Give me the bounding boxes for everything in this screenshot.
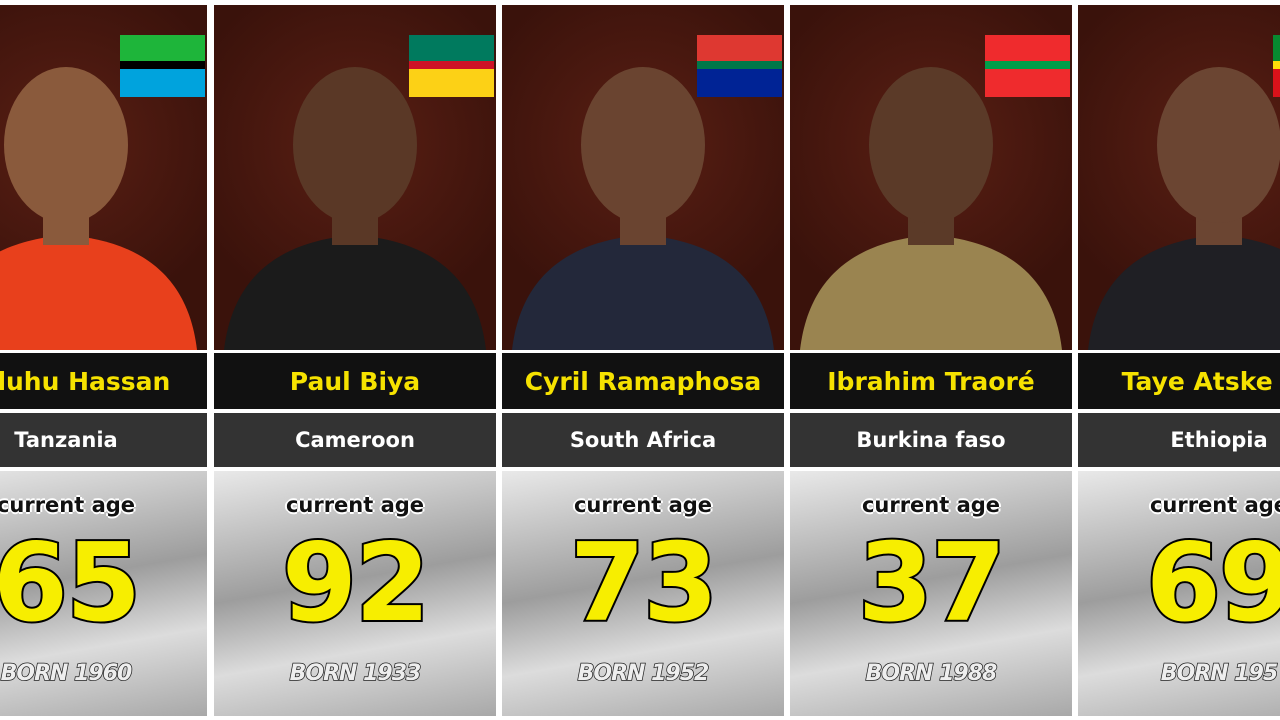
leader-name: Suluhu Hassan — [0, 366, 171, 396]
portrait — [790, 5, 1072, 350]
born-year: BORN 1933 — [289, 660, 422, 687]
portrait — [0, 5, 207, 350]
age-box: current age 69 BORN 195 — [1078, 471, 1280, 716]
age-box: current age 65 BORN 1960 — [0, 471, 207, 716]
portrait-art — [512, 35, 782, 350]
leader-name: Cyril Ramaphosa — [524, 366, 762, 396]
portrait-art — [800, 35, 1070, 350]
age-value: 92 — [280, 519, 432, 648]
born-year: BORN 1952 — [577, 660, 710, 687]
age-label: current age — [861, 493, 1001, 517]
age-value: 37 — [856, 519, 1008, 648]
country-bar: South Africa — [502, 413, 784, 467]
name-bar: Cyril Ramaphosa — [502, 353, 784, 409]
leader-card: Ibrahim Traoré Burkina faso current age 37 B… — [790, 5, 1072, 716]
country-bar: Ethiopia — [1078, 413, 1280, 467]
country-bar: Cameroon — [214, 413, 496, 467]
age-value: 73 — [568, 519, 720, 648]
age-label: current age — [0, 493, 136, 517]
country-name: Ethiopia — [1170, 428, 1268, 452]
age-label: current age — [573, 493, 713, 517]
born-year: BORN 1988 — [865, 660, 998, 687]
country-name: Burkina faso — [856, 428, 1006, 452]
name-bar: Suluhu Hassan — [0, 353, 207, 409]
country-name: Cameroon — [295, 428, 415, 452]
name-bar: Paul Biya — [214, 353, 496, 409]
portrait-art — [1088, 35, 1280, 350]
country-bar: Tanzania — [0, 413, 207, 467]
portrait-art — [224, 35, 494, 350]
age-label: current age — [1149, 493, 1280, 517]
leader-card: Paul Biya Cameroon current age 92 BORN 1933 — [214, 5, 496, 716]
leader-name: Paul Biya — [289, 366, 421, 396]
age-label: current age — [285, 493, 425, 517]
portrait — [214, 5, 496, 350]
name-bar: Taye Atske Se — [1078, 353, 1280, 409]
age-box: current age 37 BORN 1988 — [790, 471, 1072, 716]
leader-name: Taye Atske Se — [1121, 366, 1280, 396]
leader-name: Ibrahim Traoré — [827, 366, 1035, 396]
age-box: current age 92 BORN 1933 — [214, 471, 496, 716]
country-bar: Burkina faso — [790, 413, 1072, 467]
age-value: 65 — [0, 519, 143, 648]
leader-card: Cyril Ramaphosa South Africa current age 73… — [502, 5, 784, 716]
portrait-art — [0, 35, 205, 350]
age-box: current age 73 BORN 1952 — [502, 471, 784, 716]
born-year: BORN 1960 — [0, 660, 133, 687]
name-bar: Ibrahim Traoré — [790, 353, 1072, 409]
age-value: 69 — [1144, 519, 1280, 648]
country-name: South Africa — [569, 428, 717, 452]
portrait — [502, 5, 784, 350]
portrait — [1078, 5, 1280, 350]
country-name: Tanzania — [14, 428, 118, 452]
born-year: BORN 195 — [1160, 660, 1279, 687]
